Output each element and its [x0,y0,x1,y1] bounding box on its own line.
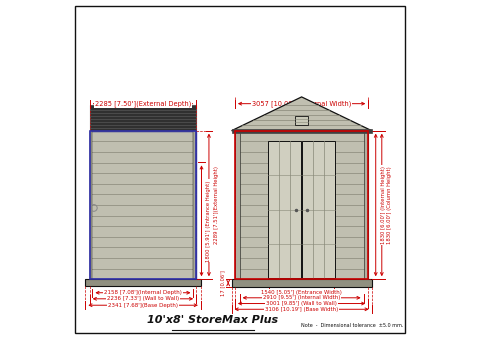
Text: 2341 [7.68'](Base Depth): 2341 [7.68'](Base Depth) [108,303,178,308]
Text: 3106 [10.19'] (Base Width): 3106 [10.19'] (Base Width) [265,307,338,312]
Text: 2289 [7.51'](External Height): 2289 [7.51'](External Height) [214,166,219,244]
Bar [235,131,368,279]
Bar [235,131,368,279]
Bar [363,131,368,279]
Bar [85,279,201,286]
Text: 2910 [9.55'] (Internal Width): 2910 [9.55'] (Internal Width) [263,295,340,300]
Bar [90,131,196,279]
Text: 2236 [7.33'] (Wall to Wall): 2236 [7.33'] (Wall to Wall) [107,296,179,301]
Polygon shape [231,97,372,131]
Text: Note  -  Dimensional tolerance  ±5.0 mm.: Note - Dimensional tolerance ±5.0 mm. [301,323,404,328]
Bar [302,141,335,278]
Text: 2285 [7.50'](External Depth): 2285 [7.50'](External Depth) [95,100,191,107]
Bar [90,105,196,131]
Text: 3001 [9.85'] (Wall to Wall): 3001 [9.85'] (Wall to Wall) [266,301,337,306]
Bar [268,141,301,278]
Bar [231,128,372,133]
Bar [295,116,308,125]
Text: 1540 [5.05'] (Entrance Width): 1540 [5.05'] (Entrance Width) [261,290,342,295]
Text: 10'x8' StoreMax Plus: 10'x8' StoreMax Plus [147,315,278,325]
Text: 3057 [10.03'](External Width): 3057 [10.03'](External Width) [252,100,351,107]
Bar [90,131,93,279]
Text: 1800 [5.91'] (Entrance Height): 1800 [5.91'] (Entrance Height) [206,180,211,261]
Text: 17 [0.06']: 17 [0.06'] [220,270,225,296]
Bar [193,131,196,279]
Bar [90,131,196,279]
Bar [231,279,372,287]
Text: 1830 [6.00'] (Internal Height): 1830 [6.00'] (Internal Height) [381,166,385,244]
Text: 1830 [6.00'] (Column Height): 1830 [6.00'] (Column Height) [387,166,392,244]
Bar [235,131,240,279]
Text: 2158 [7.08'](Internal Depth): 2158 [7.08'](Internal Depth) [104,290,182,295]
